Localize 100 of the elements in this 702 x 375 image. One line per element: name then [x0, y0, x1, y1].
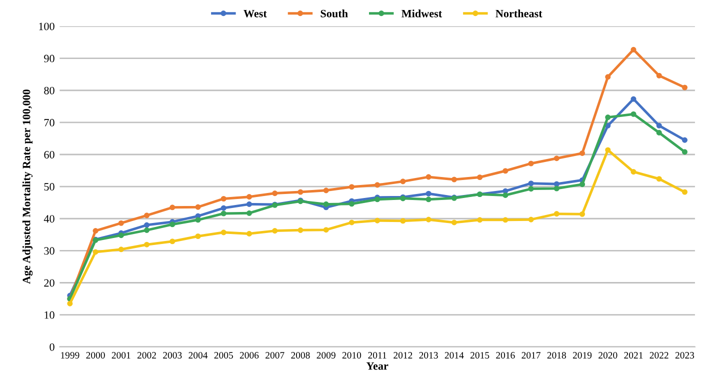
point	[170, 238, 176, 244]
x-tick-label: 2008	[291, 352, 310, 359]
y-tick-label: 0	[50, 343, 54, 351]
point	[426, 216, 432, 222]
point	[272, 228, 278, 234]
point	[682, 149, 688, 155]
point	[502, 192, 508, 198]
x-tick-label: 2010	[342, 352, 362, 359]
point	[374, 218, 380, 224]
point	[298, 189, 304, 195]
y-axis-title: Age Adjusted Mortality Rate per 100,000	[22, 90, 33, 284]
point	[426, 190, 432, 196]
y-tick-label: 70	[44, 118, 54, 126]
point	[118, 232, 124, 238]
point	[195, 217, 201, 223]
point	[170, 222, 176, 228]
y-tick-label: 30	[44, 247, 54, 255]
legend-label: South	[320, 10, 348, 18]
point	[426, 196, 432, 202]
point	[400, 178, 406, 184]
point	[630, 169, 636, 175]
x-tick-label: 2021	[624, 352, 643, 359]
point	[323, 201, 329, 207]
point	[451, 176, 457, 182]
point	[144, 242, 150, 248]
point	[195, 204, 201, 210]
x-tick-label: 2011	[368, 352, 386, 359]
x-axis-title: Year	[366, 362, 388, 370]
y-tick-label: 80	[44, 86, 54, 94]
point	[451, 220, 457, 226]
point	[220, 230, 226, 236]
point	[144, 227, 150, 233]
point	[579, 211, 586, 217]
point	[630, 96, 636, 102]
point	[92, 249, 98, 255]
point	[348, 201, 354, 207]
x-tick-label: 2016	[496, 352, 515, 359]
point	[528, 160, 534, 166]
point	[246, 201, 252, 207]
x-tick-label: 2007	[266, 352, 284, 359]
point	[323, 227, 329, 233]
y-tick-label: 60	[44, 150, 54, 158]
point	[272, 190, 278, 196]
x-tick-label: 2014	[444, 352, 464, 359]
y-tick-label: 20	[44, 279, 54, 287]
point	[579, 182, 586, 188]
point	[554, 156, 560, 162]
point	[246, 194, 252, 200]
x-tick-label: 1999	[61, 352, 80, 359]
legend-label: Northeast	[496, 10, 542, 18]
point	[220, 210, 226, 216]
point	[374, 182, 380, 188]
point	[682, 84, 688, 90]
point	[477, 174, 483, 180]
point	[528, 186, 534, 192]
point	[554, 186, 560, 192]
point	[502, 217, 508, 223]
point	[67, 300, 73, 306]
point	[656, 122, 662, 128]
point	[118, 220, 124, 226]
x-tick-label: 2009	[316, 352, 336, 359]
y-tick-label: 90	[44, 54, 54, 62]
y-tick-label: 10	[44, 311, 54, 319]
point	[144, 212, 150, 218]
point	[554, 211, 560, 217]
point	[92, 228, 98, 234]
x-tick-label: 2000	[86, 352, 105, 359]
y-tick-label: 40	[44, 215, 54, 223]
legend-label: Midwest	[402, 10, 442, 18]
point	[118, 246, 124, 252]
legend-label: West	[244, 10, 267, 18]
point	[220, 196, 226, 202]
point	[630, 111, 636, 117]
point	[579, 150, 586, 156]
x-tick-label: 2015	[470, 352, 490, 359]
point	[528, 180, 534, 186]
point	[246, 210, 252, 216]
x-tick-label: 2013	[419, 352, 438, 359]
x-tick-label: 2019	[572, 352, 592, 359]
x-tick-label: 2012	[394, 352, 412, 359]
x-tick-label: 2005	[214, 352, 233, 359]
x-tick-label: 2003	[163, 352, 182, 359]
point	[220, 205, 226, 211]
point	[605, 114, 611, 120]
point	[605, 147, 611, 153]
point	[323, 188, 329, 194]
point	[528, 216, 534, 222]
point	[348, 220, 354, 226]
point	[298, 227, 304, 233]
point	[348, 184, 354, 190]
x-tick-label: 2023	[675, 352, 694, 359]
point	[246, 230, 252, 236]
point	[656, 176, 662, 182]
point	[605, 122, 611, 128]
point	[656, 130, 662, 136]
point	[400, 218, 406, 224]
point	[170, 204, 176, 210]
point	[682, 137, 688, 143]
x-tick-label: 2022	[650, 352, 668, 359]
point	[195, 233, 201, 240]
